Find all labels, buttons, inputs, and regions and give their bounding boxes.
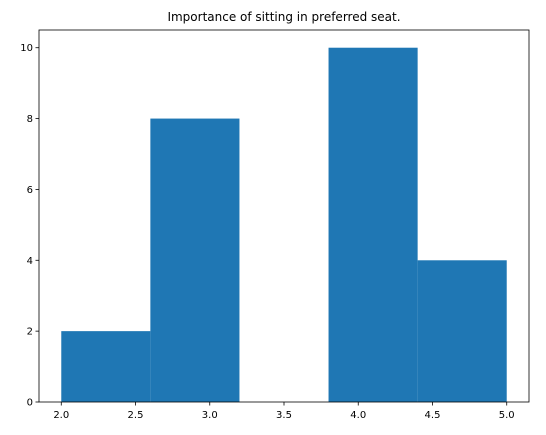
bars-group [61,47,507,403]
x-tick-label: 4.5 [425,410,441,421]
y-tick-label: 6 [27,185,33,196]
y-tick-label: 4 [27,256,33,267]
histogram-bar [328,47,418,402]
x-tick-label: 5.0 [499,410,515,421]
histogram-bar [417,260,507,402]
x-tick-label: 3.5 [276,410,292,421]
x-axis: 2.0 2.5 3.0 3.5 4.0 4.5 5.0 [53,402,515,421]
x-tick-label: 4.0 [350,410,366,421]
histogram-bar [61,331,151,402]
y-tick-label: 0 [27,398,33,409]
y-tick-label: 8 [27,114,33,125]
chart-title: Importance of sitting in preferred seat. [167,10,400,24]
x-tick-label: 2.5 [128,410,144,421]
y-tick-label: 2 [27,327,33,338]
plot-frame [38,29,530,403]
histogram-bar [150,118,240,403]
x-tick-label: 3.0 [202,410,218,421]
x-tick-label: 2.0 [53,410,69,421]
y-axis: 0 2 4 6 8 10 [20,43,39,409]
y-tick-label: 10 [20,43,33,54]
